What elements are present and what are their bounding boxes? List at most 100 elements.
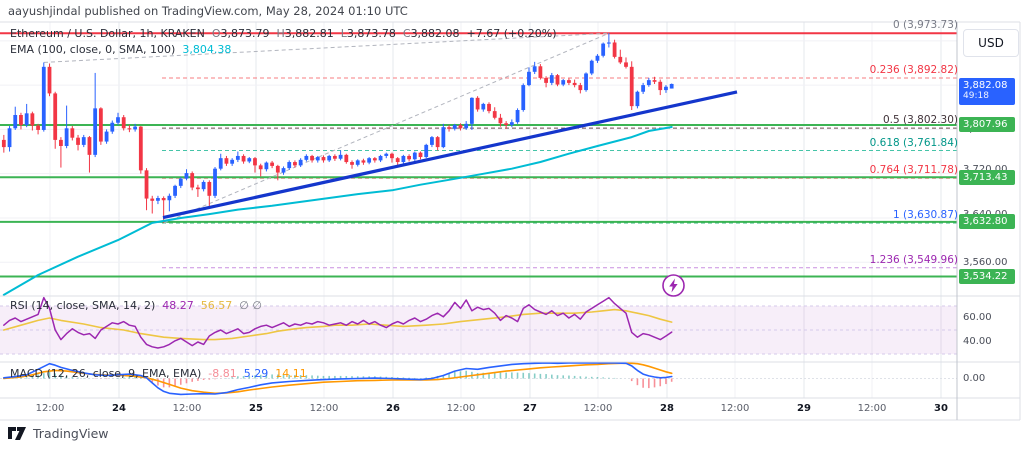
candle-up bbox=[104, 131, 109, 142]
candle-down bbox=[572, 82, 577, 86]
candle-up bbox=[595, 55, 600, 61]
fib-level-label: 0.236 (3,892.82) bbox=[869, 64, 958, 76]
rsi-value: 48.27 bbox=[162, 299, 194, 312]
channel-dashed-line bbox=[163, 32, 610, 224]
candle-up bbox=[13, 114, 18, 129]
candle-down bbox=[372, 158, 377, 161]
macd-legend: MACD (12, 26, close, 9, EMA, EMA) -8.81 … bbox=[10, 367, 307, 380]
macd-hist-value: -8.81 bbox=[208, 367, 237, 380]
candle-down bbox=[418, 152, 423, 158]
candle-up bbox=[441, 127, 446, 148]
last-price-value: 3,882.08 bbox=[963, 79, 1008, 91]
candle-down bbox=[207, 181, 212, 196]
fib-level-label: 1.236 (3,549.96) bbox=[869, 253, 958, 266]
fib-level-label: 0 (3,973.73) bbox=[893, 19, 958, 32]
candle-down bbox=[390, 153, 394, 159]
candle-up bbox=[156, 198, 160, 201]
candle-up bbox=[635, 91, 640, 107]
time-axis-hour-label: 12:00 bbox=[583, 403, 613, 414]
boost-lightning-icon[interactable] bbox=[660, 272, 687, 299]
candle-up bbox=[213, 168, 217, 196]
time-axis-day-label: 24 bbox=[112, 403, 126, 414]
candle-up bbox=[549, 75, 554, 83]
candle-up bbox=[230, 159, 235, 164]
candle-up bbox=[561, 80, 566, 85]
close-key: C bbox=[402, 27, 411, 40]
rsi-hidden-values: ∅ ∅ bbox=[239, 299, 262, 312]
time-axis-day-label: 27 bbox=[523, 403, 537, 414]
candle-down bbox=[36, 125, 40, 130]
candle-down bbox=[350, 162, 354, 165]
candle-down bbox=[487, 103, 491, 112]
change-value: +7.67 (+0.20%) bbox=[466, 27, 557, 40]
time-axis-hour-label: 12:00 bbox=[172, 403, 202, 414]
candle-up bbox=[430, 137, 434, 145]
candle-down bbox=[253, 158, 257, 166]
candle-down bbox=[59, 139, 63, 146]
candle-up bbox=[641, 85, 646, 92]
currency-toggle-button[interactable]: USD bbox=[963, 29, 1019, 57]
symbol-name: Ethereum / U.S. Dollar, 1h, KRAKEN bbox=[10, 27, 205, 40]
candle-up bbox=[247, 158, 252, 162]
time-axis-day-label: 30 bbox=[934, 403, 948, 414]
candle-up bbox=[264, 162, 269, 170]
rsi-label: RSI (14, close, SMA, 14, 2) bbox=[10, 299, 156, 312]
fib-level-label: 0.764 (3,711.78) bbox=[869, 164, 958, 177]
candle-down bbox=[395, 158, 400, 163]
candle-down bbox=[1, 139, 6, 148]
macd-axis-label: 0.00 bbox=[963, 372, 986, 384]
candle-up bbox=[601, 43, 606, 56]
candle-down bbox=[47, 66, 52, 94]
candle-up bbox=[64, 128, 69, 146]
candle-down bbox=[567, 80, 571, 83]
candle-down bbox=[98, 108, 103, 142]
time-axis-hour-label: 12:00 bbox=[446, 403, 476, 414]
candle-down bbox=[161, 198, 166, 201]
tradingview-logo[interactable]: TradingView bbox=[8, 426, 109, 441]
macd-signal-value: 14.11 bbox=[275, 367, 307, 380]
time-axis-day-label: 28 bbox=[660, 403, 674, 414]
high-value: 3,882.81 bbox=[284, 27, 334, 40]
support-price-tag: 3,713.43 bbox=[959, 169, 1015, 185]
close-value: 3,882.08 bbox=[410, 27, 460, 40]
trendline bbox=[162, 90, 738, 220]
candle-down bbox=[578, 85, 583, 91]
candle-up bbox=[521, 85, 526, 111]
high-key: H bbox=[276, 27, 285, 40]
candle-up bbox=[606, 42, 611, 44]
open-value: 3,873.79 bbox=[220, 27, 270, 40]
publish-info: aayushjindal published on TradingView.co… bbox=[8, 4, 408, 18]
candle-up bbox=[304, 155, 309, 160]
time-axis-day-label: 29 bbox=[797, 403, 811, 414]
candle-up bbox=[315, 157, 320, 161]
price-axis-label: 3,720.00 bbox=[959, 162, 1015, 177]
candle-down bbox=[258, 165, 263, 170]
candle-up bbox=[41, 66, 46, 130]
candle-down bbox=[138, 126, 143, 171]
candle-down bbox=[144, 170, 149, 199]
candle-up bbox=[24, 113, 29, 125]
candle-down bbox=[447, 127, 451, 129]
tradingview-logo-text: TradingView bbox=[33, 426, 109, 441]
candle-up bbox=[173, 185, 177, 196]
low-key: L bbox=[340, 27, 347, 40]
candle-down bbox=[127, 128, 132, 130]
candle-up bbox=[133, 126, 138, 130]
rsi-sma-line bbox=[2, 308, 673, 341]
candle-up bbox=[589, 60, 594, 74]
candle-up bbox=[116, 117, 120, 123]
time-axis-hour-label: 12:00 bbox=[35, 403, 65, 414]
ema-value: 3,804.38 bbox=[182, 43, 232, 56]
candle-up bbox=[81, 137, 86, 145]
candle-up bbox=[378, 155, 383, 161]
time-axis-hour-label: 12:00 bbox=[857, 403, 887, 414]
candle-down bbox=[361, 160, 366, 163]
channel-dashed-line bbox=[43, 32, 610, 63]
candle-up bbox=[669, 83, 674, 89]
rsi-axis-label: 60.00 bbox=[963, 312, 992, 323]
candle-up bbox=[509, 122, 514, 125]
candle-down bbox=[435, 137, 440, 148]
candle-down bbox=[492, 111, 497, 118]
time-axis-hour-label: 12:00 bbox=[720, 403, 750, 414]
